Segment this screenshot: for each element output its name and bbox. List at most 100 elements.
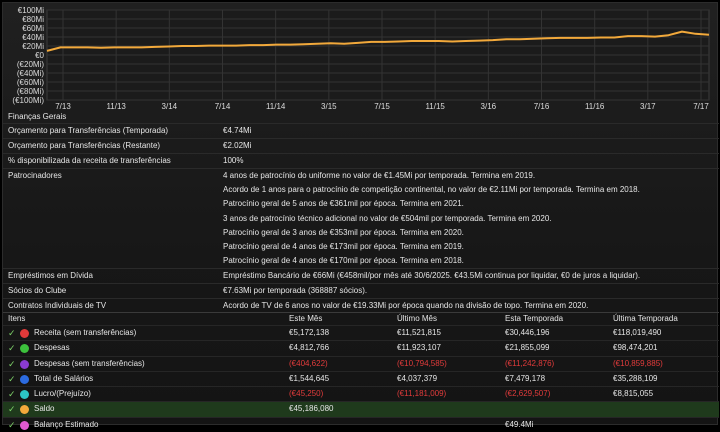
header-this-season[interactable]: Esta Temporada [505,314,564,323]
item-value-c2: (€10,794,585) [397,358,447,368]
finance-row: Patrocínio geral de 5 anos de €361mil po… [3,197,719,211]
item-value-c2: €11,521,815 [397,328,441,337]
y-tick-label: €20Mi [22,42,44,51]
finance-row-value: €7.63Mi por temporada (368887 sócios). [223,286,368,296]
x-tick-label: 11/14 [266,102,286,111]
item-value-c3: €49.4Mi [505,419,534,429]
finance-row: Acordo de 1 anos para o patrocínio de co… [3,183,719,197]
finance-row: Empréstimos em Dívida Empréstimo Bancário… [3,267,719,283]
item-value-c3: €21,855,099 [505,343,550,353]
item-row[interactable]: ✓ Balanço Estimado €49.4Mi [3,416,719,432]
finance-row: Patrocinadores 4 anos de patrocínio do un… [3,168,719,183]
item-row[interactable]: ✓ Receita (sem transferências) €5,172,138 €… [3,325,719,340]
item-value-c4: €35,288,109 [613,373,658,383]
item-value-c4: €118,019,490 [613,328,662,337]
finance-row-label: Empréstimos em Dívida [8,270,93,280]
finance-row: Patrocínio geral de 4 anos de €170mil po… [3,254,719,268]
balance-chart: €100Mi €80Mi €60Mi €40Mi €20Mi €0 (€20Mi) (€40M… [3,3,719,111]
series-color-dot [20,344,29,354]
series-line-saldo [46,30,710,52]
finance-row-label: Orçamento para Transferências (Temporada… [8,126,169,135]
finance-row: % disponibilizada da receita de transfer… [3,153,719,168]
item-value-c4: €8,815,055 [613,389,654,399]
item-value-c3: €30,446,196 [505,328,550,337]
item-name: Total de Salários [34,373,94,383]
finance-row-value: 3 anos de patrocínio técnico adicional n… [223,213,552,223]
header-last-season[interactable]: Última Temporada [613,314,678,323]
item-value-c2: (€11,181,009) [397,389,447,399]
check-icon[interactable]: ✓ [8,328,16,338]
y-tick-label: (€20Mi) [17,60,44,69]
check-icon[interactable]: ✓ [8,358,16,369]
finance-row: Contratos Individuais de TV Acordo de TV … [3,298,719,313]
item-name: Despesas (sem transferências) [34,358,145,368]
item-value-c1: €5,172,138 [289,328,330,337]
finance-row-value: Patrocínio geral de 3 anos de €353mil po… [223,227,464,237]
finance-row-value: 100% [223,156,244,166]
item-name: Balanço Estimado [34,419,99,429]
finance-row: Orçamento para Transferências (Temporada… [3,123,719,138]
y-tick-label: €100Mi [18,6,44,15]
balance-chart-svg: €100Mi€80Mi€60Mi€40Mi€20Mi€0(€20Mi)(€40M… [12,6,710,111]
item-name: Despesas [34,343,70,353]
y-tick-label: (€40Mi) [17,69,44,78]
finance-row-value: Patrocínio geral de 4 anos de €173mil po… [223,241,464,251]
y-tick-label: (€100Mi) [12,96,44,105]
item-value-c1: €1,544,645 [289,373,330,383]
header-this-month[interactable]: Este Mês [289,314,323,323]
finance-row-value: Acordo de 1 anos para o patrocínio de co… [223,185,640,195]
finance-row: Patrocínio geral de 4 anos de €173mil po… [3,240,719,254]
finance-row: Orçamento para Transferências (Restante)… [3,138,719,153]
item-value-c4: €98,474,201 [613,343,658,353]
finance-row: Patrocínio geral de 3 anos de €353mil po… [3,226,719,240]
item-value-c1: €4,812,766 [289,343,330,353]
item-value-c1: (€404,622) [289,358,328,368]
finance-row-value: €2.02Mi [223,141,252,151]
finance-section-title: Finanças Gerais [8,112,67,121]
header-last-month[interactable]: Último Mês [397,314,438,323]
finance-row-value: Acordo de TV de 6 anos no valor de €19.3… [223,301,589,311]
x-tick-label: 3/15 [321,102,337,111]
finance-row-label: Orçamento para Transferências (Restante) [8,141,161,151]
finance-row-label: % disponibilizada da receita de transfer… [8,156,171,166]
check-icon[interactable]: ✓ [8,389,16,400]
item-row[interactable]: ✓ Saldo €45,186,080 [3,401,719,417]
finance-row-value: €4.74Mi [223,126,252,135]
series-color-dot [20,329,29,338]
finance-row-value: Empréstimo Bancário de €66Mi (€458mil/po… [223,270,641,280]
check-icon[interactable]: ✓ [8,343,16,354]
x-tick-label: 7/17 [693,102,709,111]
series-color-dot [20,390,29,400]
finance-row-label: Sócios do Clube [8,286,67,296]
item-row[interactable]: ✓ Despesas (sem transferências) (€404,622)… [3,355,719,371]
finance-row-label: Contratos Individuais de TV [8,301,107,311]
check-icon[interactable]: ✓ [8,404,16,415]
finance-row-value: Patrocínio geral de 5 anos de €361mil po… [223,199,464,209]
item-value-c1: €45,186,080 [289,404,334,414]
item-name: Saldo [34,404,55,414]
check-icon[interactable]: ✓ [8,419,16,430]
finance-row-value: 4 anos de patrocínio do uniforme no valo… [223,171,536,181]
item-value-c2: €4,037,379 [397,373,438,383]
series-color-dot [20,374,29,384]
item-name: Receita (sem transferências) [34,328,137,337]
item-row[interactable]: ✓ Lucro/(Prejuízo) (€45,250) (€11,181,009) (… [3,386,719,401]
item-row[interactable]: ✓ Despesas €4,812,766 €11,923,107 €21,855,09… [3,340,719,355]
header-items: Itens [8,314,26,323]
x-tick-label: 11/16 [585,102,605,111]
items-table: Itens Este Mês Último Mês Esta Temporada… [3,312,719,432]
item-value-c2: €11,923,107 [397,343,441,353]
x-tick-label: 7/16 [534,102,550,111]
series-color-dot [20,405,29,415]
item-row[interactable]: ✓ Total de Salários €1,544,645 €4,037,379 €7… [3,370,719,386]
y-tick-label: (€80Mi) [17,87,44,96]
y-tick-label: €0 [35,51,44,60]
series-color-dot [20,420,29,430]
check-icon[interactable]: ✓ [8,373,16,384]
x-tick-label: 7/15 [374,102,390,111]
y-tick-label: (€60Mi) [17,78,44,87]
item-value-c3: (€11,242,876) [505,358,555,368]
item-value-c3: (€2,629,507) [505,389,551,399]
item-value-c4: (€10,859,885) [613,358,663,368]
